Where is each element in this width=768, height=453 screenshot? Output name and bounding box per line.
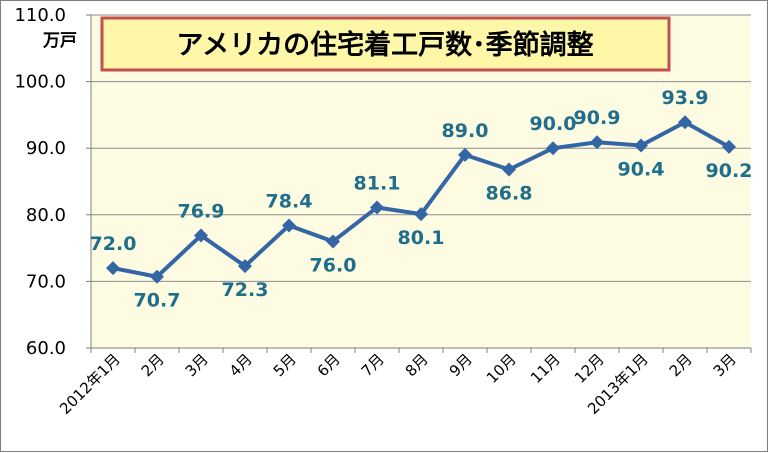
data-label: 93.9 — [662, 87, 709, 109]
data-point-marker — [150, 269, 164, 284]
data-label: 76.0 — [310, 254, 357, 276]
y-tick-label: 100.0 — [14, 72, 66, 93]
y-tick-label: 60.0 — [26, 338, 66, 359]
data-label: 72.3 — [222, 279, 269, 301]
x-tick-label: 7月 — [358, 350, 388, 380]
data-label: 90.0 — [530, 113, 577, 135]
x-tick-label: 10月 — [483, 350, 520, 387]
data-point-marker — [414, 207, 428, 222]
data-label: 78.4 — [266, 190, 313, 212]
data-point-marker — [238, 259, 252, 274]
y-tick-label: 90.0 — [26, 138, 66, 159]
data-label: 72.0 — [90, 233, 137, 255]
data-point-marker — [502, 162, 516, 177]
data-point-marker — [194, 228, 208, 243]
data-point-marker — [634, 138, 648, 153]
data-point-marker — [546, 141, 560, 156]
data-point-marker — [326, 234, 340, 249]
data-point-marker — [370, 200, 384, 215]
chart-title: アメリカの住宅着工戸数･季節調整 — [176, 29, 593, 61]
y-tick-label: 70.0 — [26, 271, 66, 292]
x-tick-label: 2012年1月 — [56, 350, 124, 418]
x-tick-label: 5月 — [270, 350, 300, 380]
data-label: 70.7 — [134, 290, 181, 312]
data-point-marker — [590, 135, 604, 150]
y-tick-label: 110.0 — [14, 5, 66, 26]
x-tick-label: 2月 — [138, 350, 168, 380]
data-label: 90.2 — [706, 160, 753, 182]
data-label: 90.9 — [574, 107, 621, 129]
data-label: 90.4 — [618, 159, 665, 181]
y-tick-labels: 60.0 70.0 80.0 90.0 100.0 110.0 — [14, 5, 66, 359]
x-tick-label: 4月 — [226, 350, 256, 380]
x-tick-label: 2月 — [666, 350, 696, 380]
data-label: 86.8 — [486, 183, 533, 205]
x-tick-label: 8月 — [402, 350, 432, 380]
data-label: 81.1 — [354, 172, 401, 194]
data-point-marker — [106, 261, 120, 276]
y-tick-label: 80.0 — [26, 205, 66, 226]
title-background — [100, 16, 671, 72]
data-label: 80.1 — [398, 227, 445, 249]
data-point-marker — [282, 218, 296, 233]
title-box: アメリカの住宅着工戸数･季節調整 — [100, 16, 671, 72]
x-tick-label: 3月 — [182, 350, 212, 380]
x-tick-label: 11月 — [527, 350, 564, 387]
x-tick-label: 9月 — [446, 350, 476, 380]
data-point-marker — [722, 139, 736, 154]
series-line — [106, 115, 736, 284]
data-point-marker — [458, 147, 472, 162]
data-point-marker — [678, 115, 692, 130]
x-tick-label: 3月 — [710, 350, 740, 380]
x-tick-label: 12月 — [571, 350, 608, 387]
x-tick-label: 6月 — [314, 350, 344, 380]
y-axis-unit-label: 万戸 — [42, 31, 77, 51]
data-label: 89.0 — [442, 120, 489, 142]
data-label: 76.9 — [178, 200, 225, 222]
axes — [90, 15, 752, 353]
data-labels: 72.0 70.7 76.9 72.3 78.4 76.0 81.1 80.1 89.0 86.8… — [90, 87, 753, 312]
